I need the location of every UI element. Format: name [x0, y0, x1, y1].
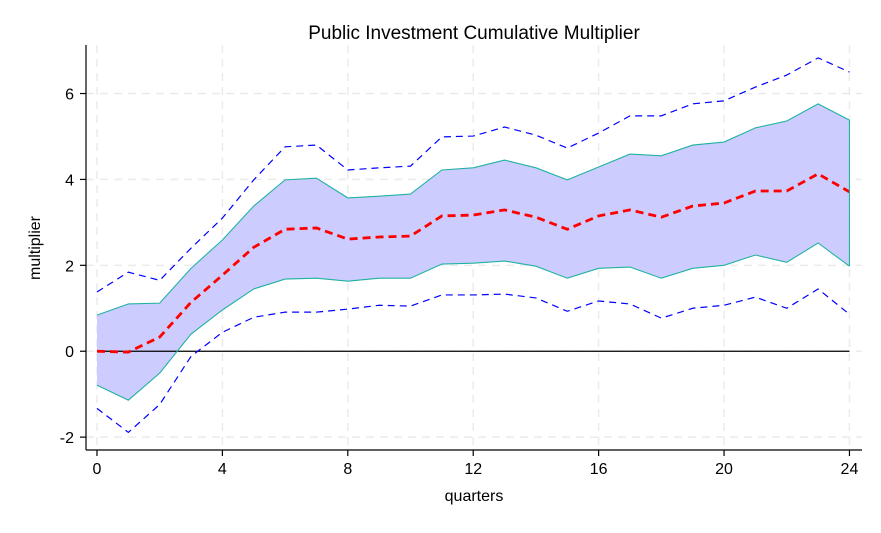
chart-title: Public Investment Cumulative Multiplier: [308, 23, 640, 44]
series-point-estimate: [96, 172, 851, 354]
x-tick-label: 8: [343, 461, 352, 478]
series-inner-band-lower: [96, 242, 850, 401]
series-outer-band-upper: [96, 57, 850, 293]
confidence-band: [96, 103, 850, 401]
x-tick-label: 24: [841, 461, 859, 478]
series-inner-band-upper: [96, 103, 850, 316]
x-axis-label: quarters: [445, 488, 504, 505]
y-tick-label: 4: [65, 172, 74, 189]
y-tick-label: 2: [65, 258, 74, 275]
x-tick-label: 4: [218, 461, 227, 478]
y-tick-label: 0: [65, 344, 74, 361]
y-tick-label: 6: [65, 87, 74, 104]
series-outer-band-lower: [96, 288, 850, 434]
x-tick-label: 12: [464, 461, 482, 478]
x-tick-label: 20: [715, 461, 733, 478]
y-tick-label: -2: [60, 430, 74, 447]
band-fill: [96, 103, 850, 401]
series-lines: [96, 57, 851, 434]
x-tick-label: 0: [93, 461, 102, 478]
x-tick-label: 16: [590, 461, 608, 478]
y-axis-label: multiplier: [27, 215, 44, 280]
